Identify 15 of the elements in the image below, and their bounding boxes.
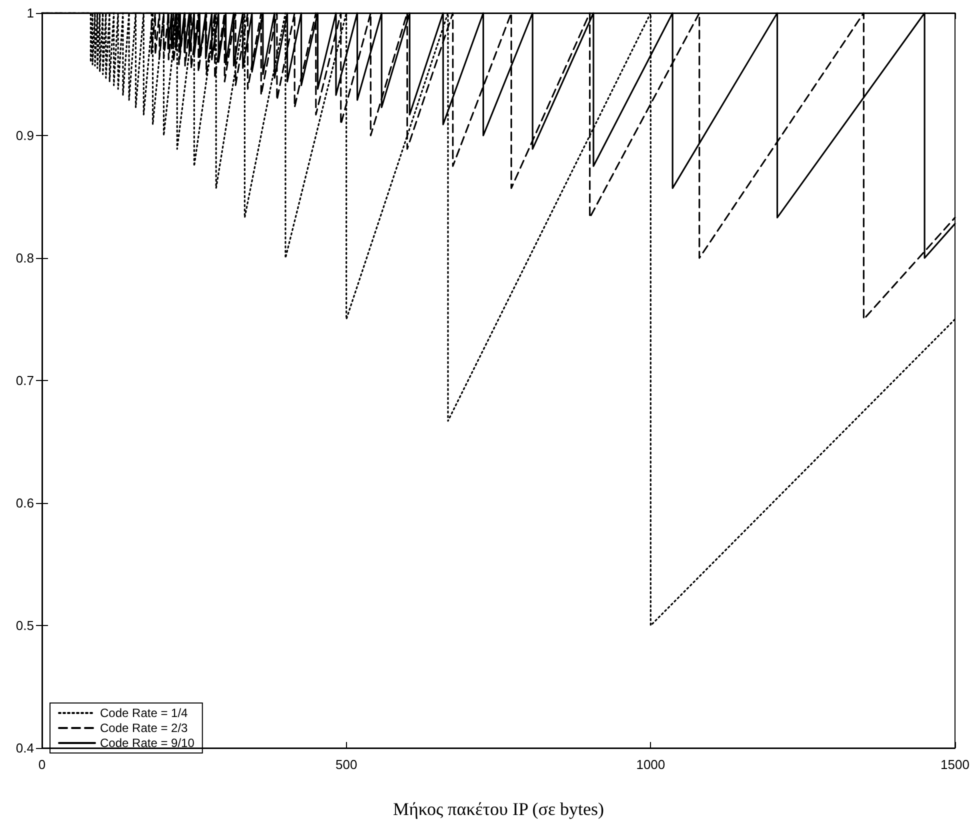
legend-label: Code Rate = 9/10 [100, 736, 195, 750]
y-tick-label: 0.7 [16, 373, 34, 388]
x-tick-label: 0 [38, 757, 46, 772]
x-axis-title: Μήκος πακέτου IP (σε bytes) [392, 799, 604, 819]
legend-label: Code Rate = 2/3 [100, 721, 188, 735]
y-tick-label: 0.4 [16, 740, 34, 756]
y-tick-label: 0.5 [16, 618, 34, 633]
x-tick-label: 1000 [636, 757, 666, 772]
y-tick-label: 1 [26, 6, 34, 20]
x-tick-label: 500 [335, 757, 358, 772]
y-tick-label: 0.8 [16, 250, 34, 266]
y-tick-label: 0.9 [16, 128, 34, 143]
legend-label: Code Rate = 1/4 [100, 706, 188, 720]
y-tick-label: 0.6 [16, 496, 34, 510]
x-tick-label: 1500 [940, 757, 970, 772]
